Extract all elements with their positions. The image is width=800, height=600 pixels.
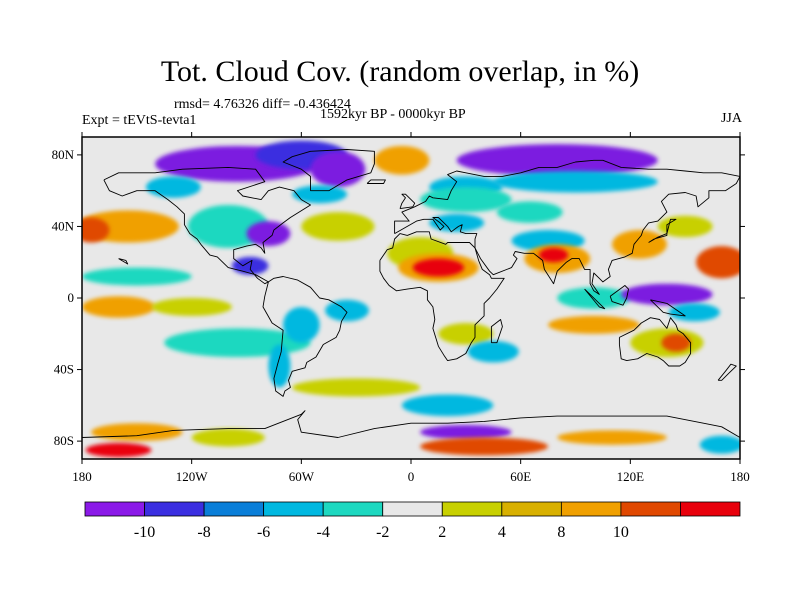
anomaly-region	[85, 442, 152, 458]
anomaly-region	[657, 215, 713, 238]
colorbar-swatch	[501, 501, 562, 517]
coastline	[584, 288, 606, 310]
coastline	[282, 149, 375, 192]
anomaly-region	[538, 247, 569, 263]
anomaly-region	[82, 296, 156, 318]
colorbar: -10 -8 -6 -4 -2 2 4 8 10	[84, 501, 741, 541]
lon-tick-label: 0	[408, 469, 415, 484]
anomaly-region	[548, 315, 640, 334]
lat-tick-label: 80S	[54, 433, 74, 448]
anomaly-region	[621, 283, 713, 306]
colorbar-label: 2	[438, 524, 446, 541]
colorbar-label: -4	[317, 524, 330, 541]
stats-line: rmsd= 4.76326 diff= -0.436424	[174, 97, 351, 112]
colorbar-label: -8	[197, 524, 210, 541]
anomaly-region	[456, 144, 658, 177]
coastline	[399, 193, 416, 210]
anomaly-region	[699, 435, 740, 454]
colorbar-swatch	[322, 501, 384, 517]
colorbar-swatch	[84, 501, 145, 517]
colorbar-label: -10	[134, 524, 155, 541]
colorbar-label: 10	[613, 524, 629, 541]
anomaly-region	[420, 187, 512, 213]
colorbar-swatch	[680, 501, 741, 517]
anomaly-region	[268, 344, 291, 388]
anomaly-region	[191, 428, 265, 447]
colorbar-label: 8	[557, 524, 565, 541]
anomaly-region	[246, 221, 291, 247]
anomaly-region	[420, 437, 549, 456]
anomaly-region	[292, 185, 348, 204]
anomaly-region	[496, 201, 563, 223]
anomaly-region	[438, 323, 494, 345]
anomaly-region	[231, 256, 269, 275]
anomaly-region	[91, 423, 183, 442]
anomaly-region	[145, 176, 201, 198]
lon-tick-label: 60W	[289, 469, 315, 484]
lon-tick-label: 180	[72, 469, 92, 484]
colorbar-swatch	[441, 501, 503, 517]
lat-tick-label: 40S	[54, 362, 74, 377]
colorbar-label: 4	[498, 524, 506, 541]
coastline	[366, 179, 386, 184]
coastline	[262, 276, 348, 397]
anomaly-region	[301, 212, 375, 241]
colorbar-label: -6	[257, 524, 270, 541]
anomaly-region	[151, 298, 232, 316]
colorbar-label: -2	[376, 524, 389, 541]
plot-title: Tot. Cloud Cov. (random overlap, in %)	[160, 55, 640, 88]
anomaly-region	[82, 267, 192, 286]
coastline	[648, 218, 677, 243]
coastline	[82, 410, 740, 438]
lon-tick-label: 60E	[510, 469, 531, 484]
colorbar-swatch	[382, 501, 443, 517]
season-label: JJA	[720, 111, 742, 126]
coastline	[394, 159, 740, 295]
coastline	[103, 166, 311, 285]
coastline	[609, 285, 629, 306]
lon-tick-label: 120W	[176, 469, 209, 484]
anomaly-region	[668, 303, 720, 322]
lon-tick-label: 120E	[617, 469, 645, 484]
lon-tick-label: 180	[730, 469, 750, 484]
coastlines	[82, 149, 740, 438]
time-period: 1592kyr BP - 0000kyr BP	[320, 107, 466, 122]
coastline	[650, 299, 686, 317]
anomaly-region	[325, 299, 369, 322]
anomaly-region	[493, 170, 658, 193]
lat-tick-label: 0	[68, 290, 75, 305]
coastline	[379, 231, 505, 362]
anomaly-region	[292, 378, 421, 397]
longitude-axis: 180 120W 60W 0 60E 120E 180	[72, 132, 750, 484]
coastline	[717, 363, 737, 381]
colorbar-swatch	[620, 501, 681, 517]
anomaly-field	[82, 140, 740, 458]
coastline	[490, 319, 503, 344]
lat-tick-label: 40N	[52, 218, 75, 233]
anomaly-region	[401, 394, 494, 417]
anomaly-region	[429, 213, 485, 232]
colorbar-swatch	[203, 501, 265, 517]
anomaly-region	[420, 425, 512, 440]
anomaly-region	[82, 217, 110, 243]
colorbar-swatch	[560, 501, 622, 517]
anomaly-region	[374, 145, 430, 175]
colorbar-swatch	[144, 501, 205, 517]
colorbar-swatch	[263, 501, 324, 517]
anomaly-region	[283, 306, 320, 343]
anomaly-region	[467, 340, 519, 363]
coastline	[618, 317, 692, 367]
coastline	[118, 258, 129, 265]
anomaly-region	[557, 430, 667, 445]
anomaly-region	[612, 230, 667, 259]
anomaly-region	[661, 333, 691, 352]
latitude-axis: 80N 40N 0 40S 80S	[52, 147, 745, 448]
anomaly-region	[412, 258, 465, 277]
experiment-label: Expt = tEVtS-tevta1	[82, 113, 197, 128]
anomaly-region	[696, 246, 740, 279]
lat-tick-label: 80N	[52, 147, 75, 162]
anomaly-region	[310, 151, 366, 188]
